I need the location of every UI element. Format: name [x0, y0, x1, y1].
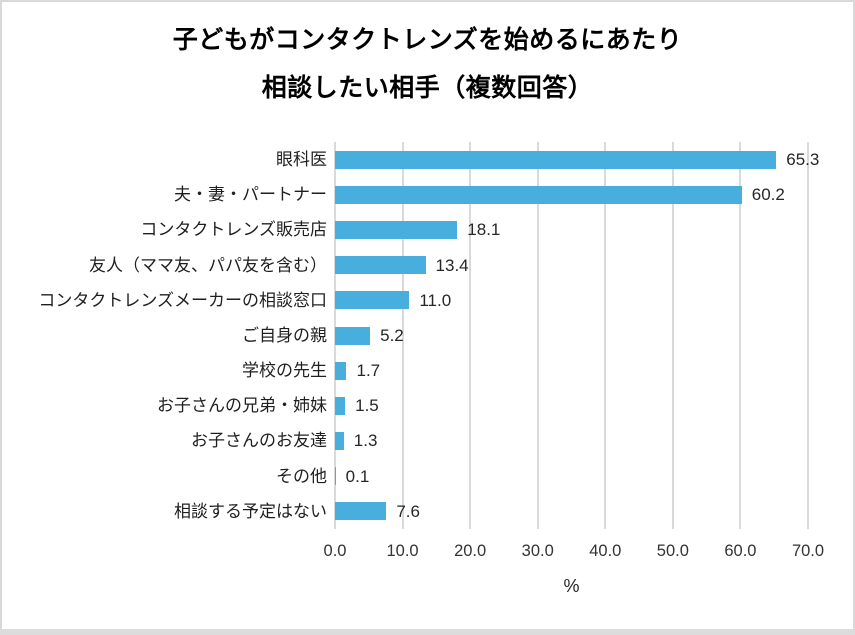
category-label: 夫・妻・パートナー: [174, 185, 327, 205]
value-label: 18.1: [467, 220, 501, 240]
category-label: その他: [276, 466, 327, 486]
x-tick-label: 0.0: [323, 542, 347, 560]
value-label: 11.0: [419, 290, 452, 310]
gridline: [469, 142, 472, 529]
x-axis-ticks: 0.0 10.0 20.0 30.0 40.0 50.0 60.0 70.0: [324, 540, 825, 564]
value-label: 65.3: [786, 150, 820, 169]
category-label: お子さんの兄弟・姉妹: [157, 396, 327, 416]
gridline: [671, 142, 674, 529]
category-label: コンタクトレンズ販売店: [140, 220, 327, 240]
chart-title-line1: 子どもがコンタクトレンズを始めるにあたり: [172, 26, 683, 54]
bar: [335, 361, 347, 380]
category-axis: 眼科医夫・妻・パートナーコンタクトレンズ販売店友人（ママ友、パパ友を含む） コンタ…: [0, 142, 327, 529]
category-label: 友人（ママ友、パパ友を含む）: [89, 255, 327, 275]
gridline: [739, 142, 742, 529]
value-label: 60.2: [751, 185, 785, 205]
value-label: 1.7: [356, 361, 381, 381]
x-tick-label: 30.0: [521, 542, 554, 560]
plot-area: 65.3 60.2 18.1 13.4 11.0 5.2 1.7 1.5 1.3 0.1 7.6: [334, 142, 819, 529]
x-tick-label: 50.0: [656, 542, 689, 560]
bar: [335, 220, 458, 239]
category-label: 相談する予定はない: [174, 501, 327, 521]
value-label: 1.5: [355, 396, 379, 416]
category-label: お子さんのお友達: [191, 431, 327, 451]
bar: [335, 256, 426, 275]
value-label: 7.6: [396, 501, 420, 521]
value-label: 0.1: [345, 466, 370, 486]
chart-title: 子どもがコンタクトレンズを始めるにあたり 相談したい相手（複数回答）: [0, 16, 855, 112]
category-label: コンタクトレンズメーカーの相談窓口: [38, 290, 327, 310]
x-tick-label: 20.0: [454, 542, 487, 560]
bar: [335, 326, 371, 345]
x-tick-label: 40.0: [589, 542, 622, 560]
bar: [335, 467, 336, 486]
chart-title-line2: 相談したい相手（複数回答）: [261, 74, 594, 102]
category-label: 学校の先生: [242, 361, 327, 381]
x-tick-label: 70.0: [791, 542, 825, 560]
bar: [335, 291, 410, 310]
gridline: [807, 142, 809, 529]
x-tick-label: 10.0: [386, 542, 419, 560]
category-label: ご自身の親: [242, 325, 327, 345]
gridline: [536, 142, 539, 529]
x-tick-label: 60.0: [724, 542, 757, 560]
gridline: [401, 142, 404, 529]
bar: [335, 150, 777, 169]
gridline: [604, 142, 607, 529]
bar: [335, 432, 344, 451]
value-label: 1.3: [353, 431, 378, 451]
bar: [335, 396, 346, 415]
x-axis-title: %: [563, 576, 580, 596]
bar: [335, 185, 742, 204]
value-label: 13.4: [435, 255, 469, 275]
value-label: 5.2: [380, 325, 404, 345]
category-label: 眼科医: [276, 150, 327, 169]
bar: [335, 502, 387, 521]
